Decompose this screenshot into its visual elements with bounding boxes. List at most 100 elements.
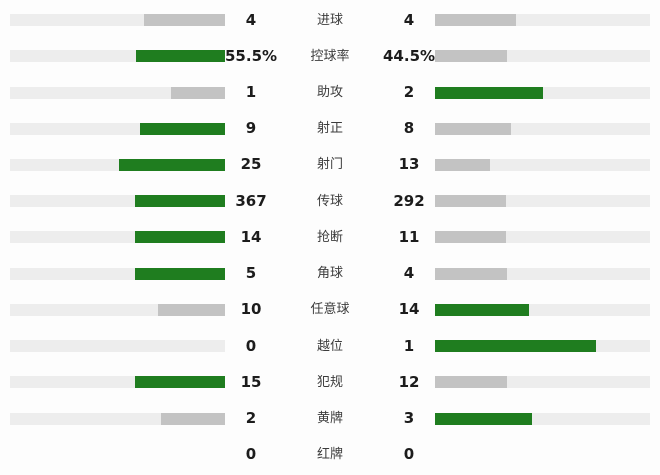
home-bar-track <box>10 231 225 244</box>
stat-label: 黄牌 <box>316 411 343 427</box>
away-value: 8 <box>403 119 415 138</box>
home-value: 14 <box>240 227 262 246</box>
away-bar-track <box>435 122 650 135</box>
home-value: 4 <box>245 10 257 29</box>
away-value: 11 <box>398 227 420 246</box>
home-value: 25 <box>240 155 262 174</box>
stat-label: 助攻 <box>316 85 343 101</box>
stat-label: 犯规 <box>316 374 343 390</box>
stat-label: 控球率 <box>310 48 350 64</box>
away-bar-track <box>435 412 650 425</box>
away-value: 4 <box>403 10 415 29</box>
stat-row: 5 角球 4 <box>10 257 650 291</box>
away-value: 12 <box>398 372 420 391</box>
stat-row: 55.5% 控球率 44.5% <box>10 39 650 73</box>
stat-row: 0 越位 1 <box>10 329 650 363</box>
away-value: 4 <box>403 264 415 283</box>
home-bar-track <box>10 376 225 389</box>
away-bar-fill <box>435 303 530 316</box>
away-bar-track <box>435 449 650 461</box>
home-bar-track <box>10 14 225 27</box>
away-value: 1 <box>403 336 415 355</box>
away-bar-track <box>435 376 650 389</box>
away-value: 14 <box>398 300 420 319</box>
home-value: 15 <box>240 372 262 391</box>
stat-row: 9 射正 8 <box>10 112 650 146</box>
away-bar-fill <box>435 158 491 171</box>
home-bar-fill <box>135 267 225 280</box>
home-value: 1 <box>245 83 257 102</box>
home-value: 0 <box>245 445 257 464</box>
away-bar-fill <box>435 195 507 208</box>
home-value: 55.5% <box>225 46 278 65</box>
away-value: 292 <box>393 191 425 210</box>
stat-label: 进球 <box>316 12 343 28</box>
away-bar-fill <box>435 122 511 135</box>
home-bar-track <box>10 195 225 208</box>
home-bar-fill <box>134 231 225 244</box>
away-value: 2 <box>403 83 415 102</box>
stat-row: 14 抢断 11 <box>10 220 650 254</box>
home-bar-track <box>10 303 225 316</box>
home-bar-track <box>10 340 225 353</box>
away-bar-fill <box>435 340 597 353</box>
stat-row: 1 助攻 2 <box>10 76 650 110</box>
home-bar-track <box>10 158 225 171</box>
away-bar-fill <box>435 412 532 425</box>
home-bar-track <box>10 50 225 63</box>
away-bar-track <box>435 340 650 353</box>
away-bar-fill <box>435 86 543 99</box>
stat-row: 0 红牌 0 <box>10 438 650 472</box>
away-bar-fill <box>435 231 506 244</box>
home-bar-fill <box>157 303 225 316</box>
home-bar-fill <box>171 86 225 99</box>
away-value: 13 <box>398 155 420 174</box>
home-bar-fill <box>135 376 225 389</box>
away-bar-track <box>435 303 650 316</box>
home-value: 5 <box>245 264 257 283</box>
home-bar-track <box>10 122 225 135</box>
away-value: 0 <box>403 445 415 464</box>
home-value: 10 <box>240 300 262 319</box>
away-bar-track <box>435 50 650 63</box>
away-bar-track <box>435 267 650 280</box>
stat-row: 367 传球 292 <box>10 184 650 218</box>
home-value: 9 <box>245 119 257 138</box>
stat-row: 25 射门 13 <box>10 148 650 182</box>
away-bar-track <box>435 14 650 27</box>
home-bar-fill <box>135 195 225 208</box>
away-bar-fill <box>435 14 516 27</box>
stat-row: 15 犯规 12 <box>10 365 650 399</box>
stat-row: 10 任意球 14 <box>10 293 650 327</box>
home-bar-track <box>10 449 225 461</box>
away-bar-track <box>435 231 650 244</box>
home-value: 0 <box>245 336 257 355</box>
stat-label: 抢断 <box>316 229 343 245</box>
stat-label: 红牌 <box>316 447 343 463</box>
away-bar-track <box>435 86 650 99</box>
home-bar-fill <box>135 50 225 63</box>
stat-label: 射正 <box>316 121 343 137</box>
home-value: 367 <box>235 191 267 210</box>
away-bar-track <box>435 195 650 208</box>
stat-row: 2 黄牌 3 <box>10 402 650 436</box>
home-value: 2 <box>245 409 257 428</box>
home-bar-fill <box>118 158 225 171</box>
away-bar-track <box>435 158 650 171</box>
home-bar-track <box>10 267 225 280</box>
away-value: 44.5% <box>383 46 436 65</box>
away-bar-fill <box>435 50 507 63</box>
home-bar-fill <box>144 14 225 27</box>
away-bar-fill <box>435 376 507 389</box>
home-bar-track <box>10 86 225 99</box>
stat-label: 角球 <box>316 266 343 282</box>
stat-label: 射门 <box>316 157 343 173</box>
away-value: 3 <box>403 409 415 428</box>
stat-label: 越位 <box>316 338 343 354</box>
stat-label: 任意球 <box>310 302 350 318</box>
away-bar-fill <box>435 267 507 280</box>
stat-row: 4 进球 4 <box>10 3 650 37</box>
home-bar-track <box>10 412 225 425</box>
stat-label: 传球 <box>316 193 343 209</box>
